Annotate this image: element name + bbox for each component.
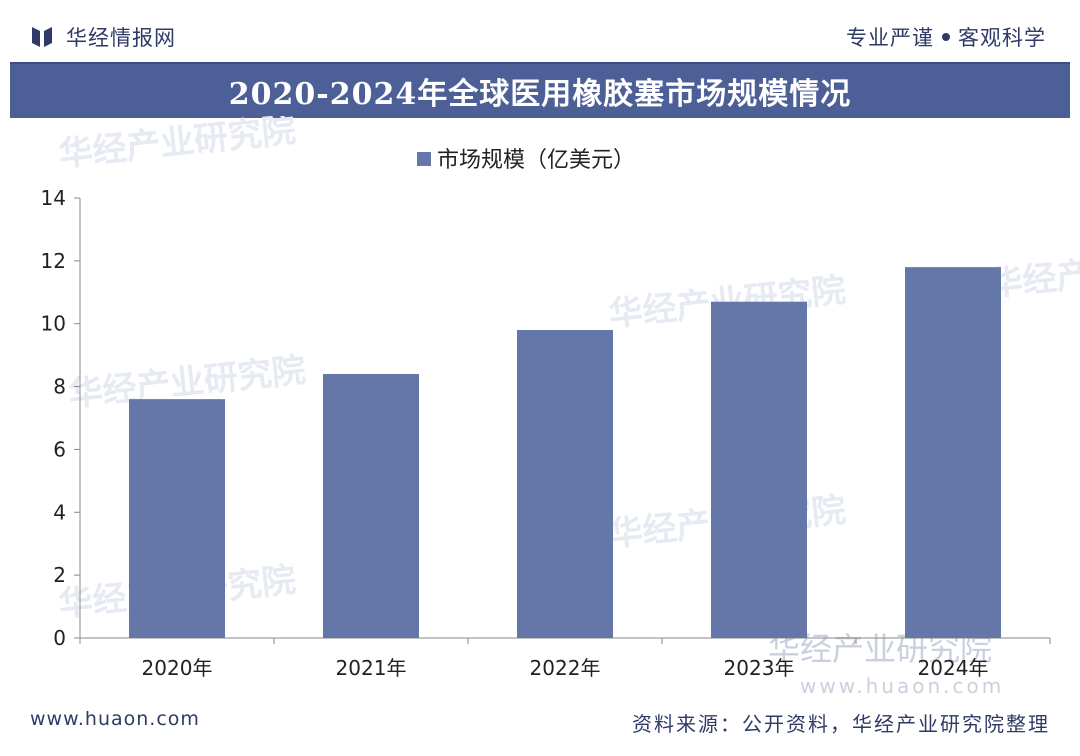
bar-3 — [711, 301, 807, 638]
y-tick-label: 14 — [41, 186, 66, 210]
x-tick-label: 2022年 — [530, 656, 601, 680]
footer-url[interactable]: www.huaon.com — [30, 708, 200, 730]
brand-logo-icon — [30, 24, 56, 50]
header: 华经情报网 专业严谨 客观科学 — [0, 0, 1080, 62]
legend-swatch — [417, 152, 431, 166]
y-tick-label: 4 — [53, 500, 66, 524]
x-tick-label: 2023年 — [724, 656, 795, 680]
bar-0 — [129, 399, 225, 638]
footer: www.huaon.com 资料来源：公开资料，华经产业研究院整理 — [0, 700, 1080, 740]
slogan-right: 客观科学 — [958, 26, 1046, 50]
bar-2 — [517, 330, 613, 638]
bar-1 — [323, 374, 419, 638]
title-bar: 2020-2024年全球医用橡胶塞市场规模情况 — [10, 62, 1070, 118]
y-tick-label: 10 — [41, 312, 66, 336]
x-tick-label: 2024年 — [918, 656, 989, 680]
x-tick-label: 2021年 — [336, 656, 407, 680]
y-tick-label: 2 — [53, 563, 66, 587]
brand: 华经情报网 — [30, 22, 176, 52]
chart-title: 2020-2024年全球医用橡胶塞市场规模情况 — [228, 77, 852, 112]
y-tick-labels: 0 2 4 6 8 10 12 14 — [41, 186, 66, 650]
y-tick-label: 6 — [53, 437, 66, 461]
brand-name: 华经情报网 — [66, 26, 176, 50]
chart-bars — [129, 267, 1001, 638]
chart-legend: 市场规模（亿美元） — [417, 148, 635, 173]
footer-source: 资料来源：公开资料，华经产业研究院整理 — [632, 712, 1050, 736]
bar-chart: 华经产业研究院华经产业研究院华经产业研究院华经产业研究院华经产业研究院华经产业研… — [41, 116, 1080, 696]
watermark-url-bottom: www.huaon.com — [800, 674, 1004, 696]
y-tick-label: 8 — [53, 375, 66, 399]
legend-label: 市场规模（亿美元） — [437, 148, 635, 173]
x-tick-labels: 2020年 2021年 2022年 2023年 2024年 — [142, 656, 989, 680]
slogan: 专业严谨 客观科学 — [846, 22, 1046, 52]
x-tick-label: 2020年 — [142, 656, 213, 680]
watermark-text: 华经产业研究院 — [57, 116, 298, 175]
y-tick-label: 0 — [53, 626, 66, 650]
bar-4 — [905, 267, 1001, 638]
y-tick-label: 12 — [41, 249, 66, 273]
slogan-left: 专业严谨 — [846, 26, 934, 50]
slogan-dot-icon — [942, 33, 950, 41]
